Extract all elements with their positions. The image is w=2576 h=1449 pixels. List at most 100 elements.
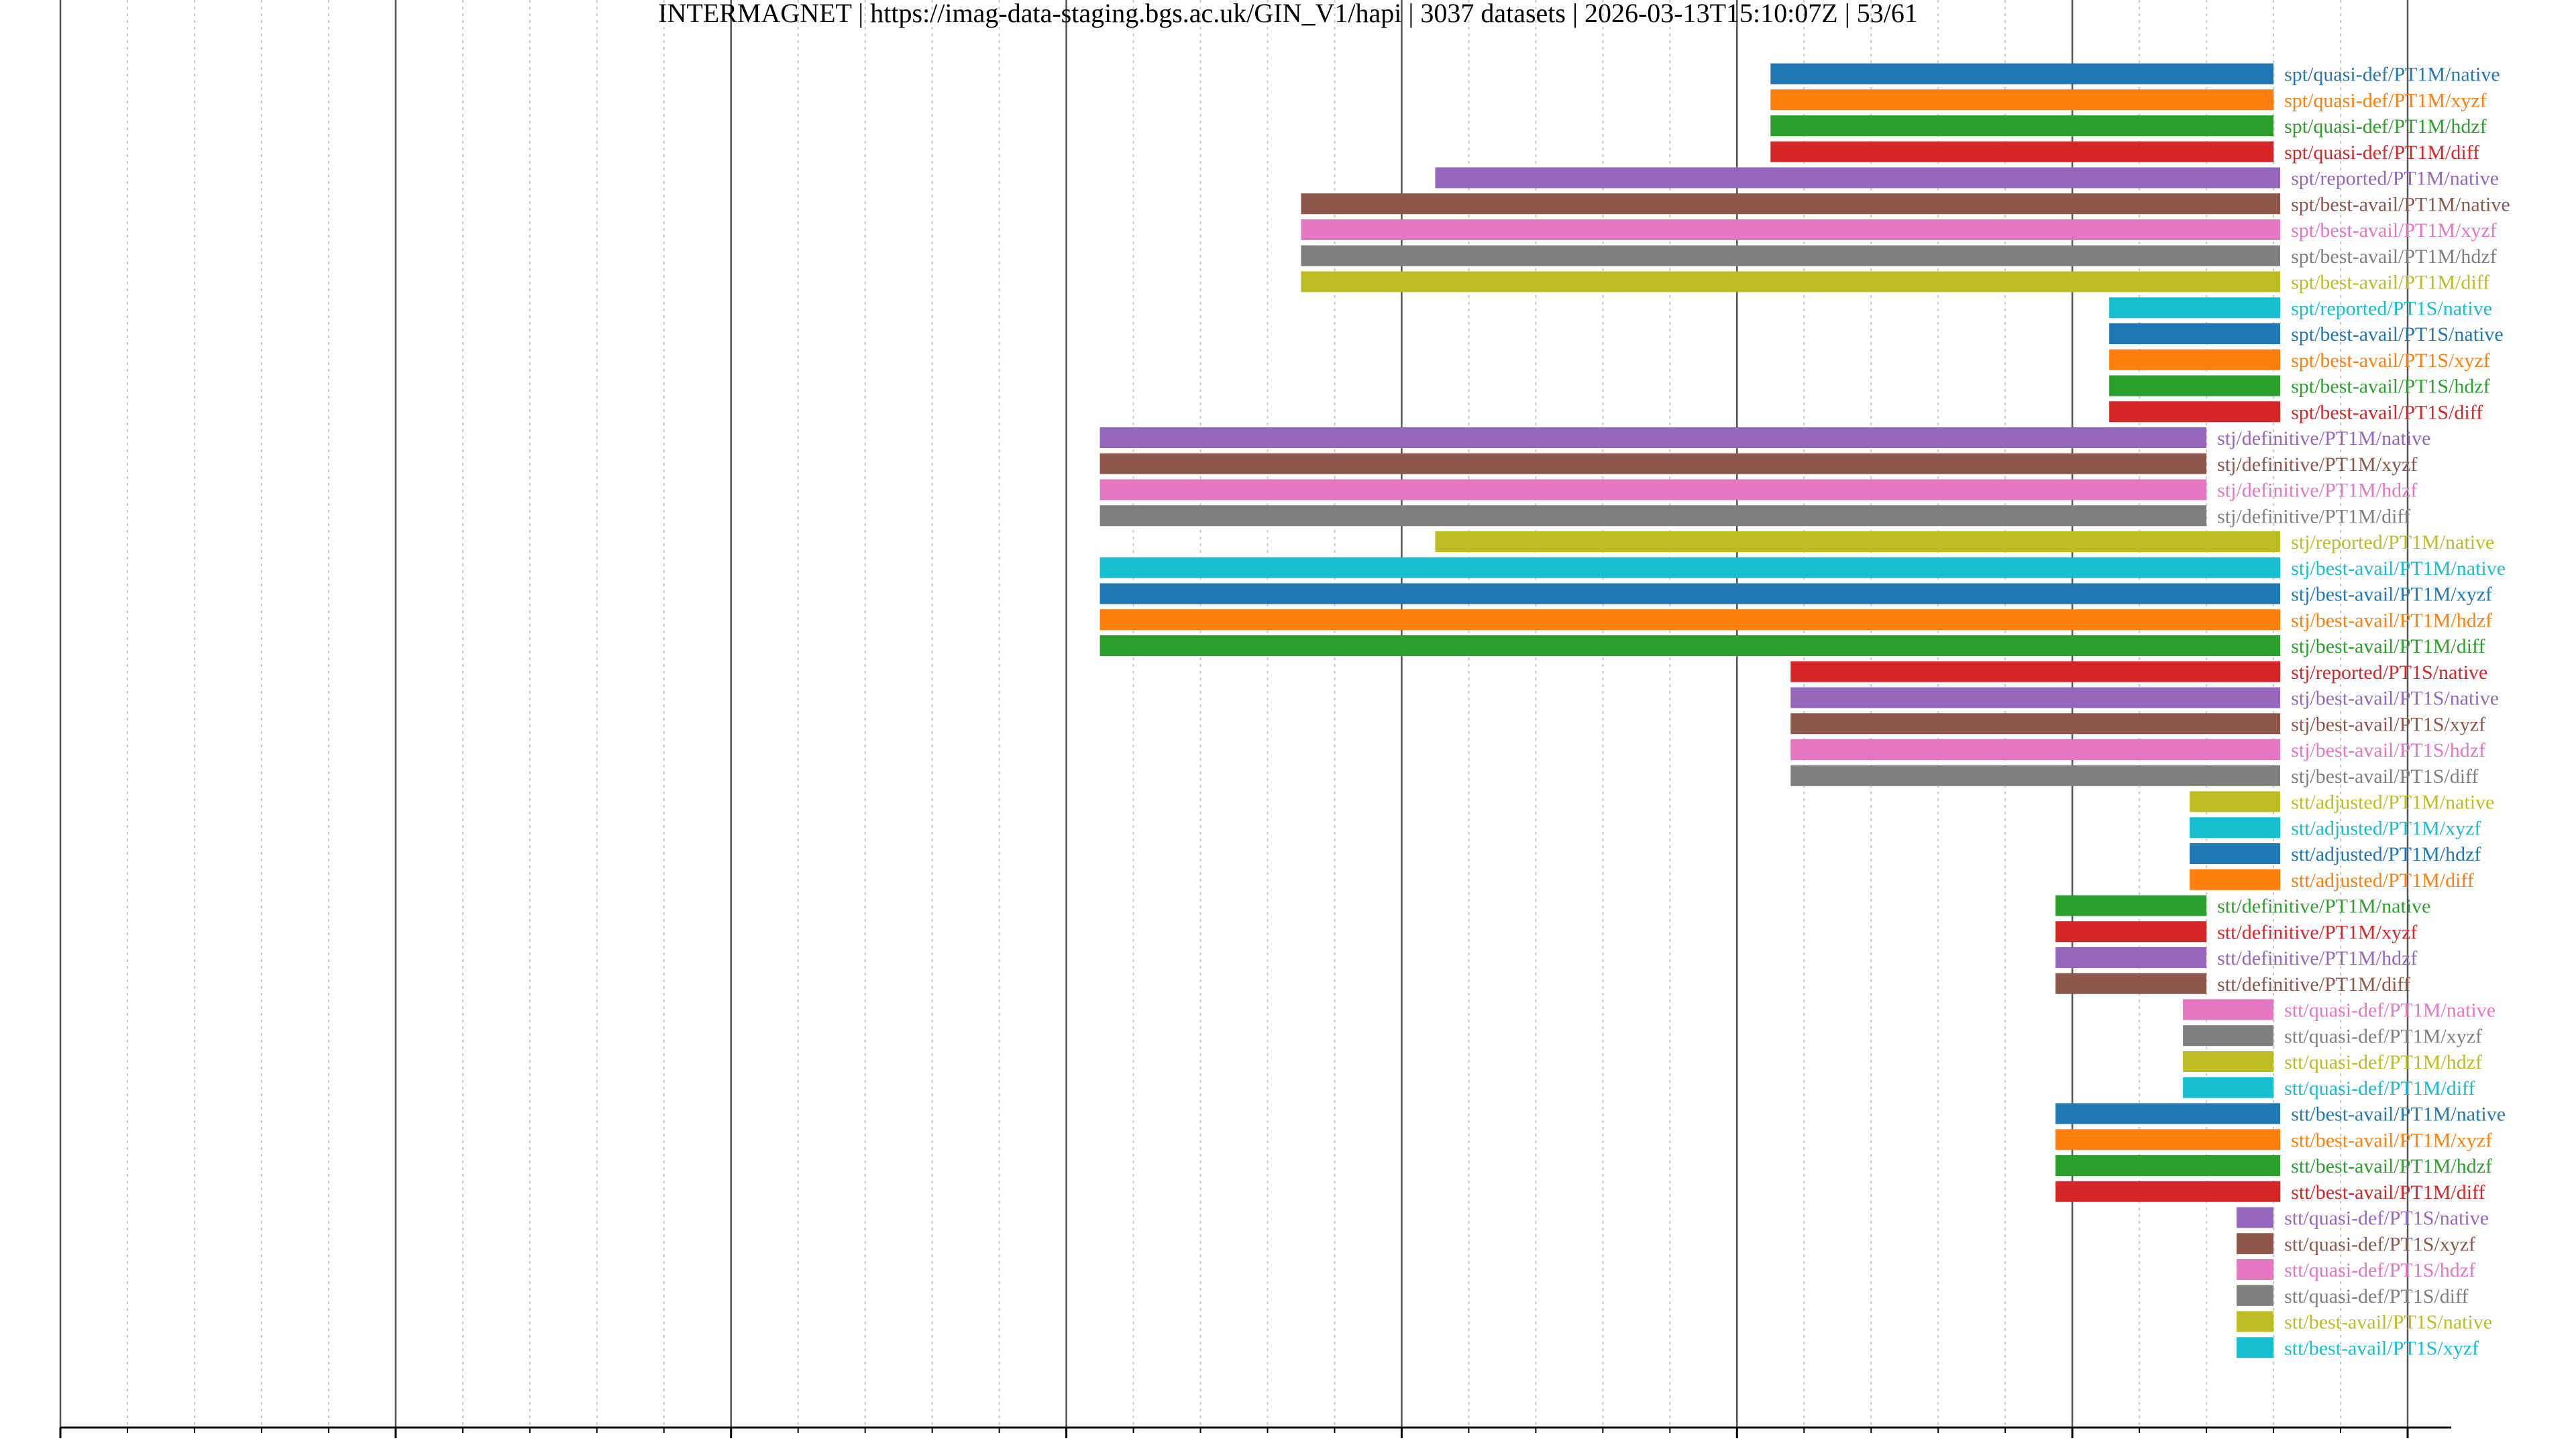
dataset-bar: [2055, 921, 2207, 943]
dataset-bar: [1770, 63, 2274, 85]
dataset-bar: [2237, 1207, 2274, 1228]
dataset-bar: [1790, 713, 2281, 735]
dataset-bar: [2055, 1181, 2281, 1202]
x-tick-label: 2030: [2382, 1444, 2433, 1449]
dataset-label: stj/best-avail/PT1M/diff: [2291, 635, 2485, 657]
dataset-label: stj/best-avail/PT1M/xyzf: [2291, 584, 2492, 606]
dataset-bar: [2237, 1311, 2274, 1332]
dataset-label: stj/definitive/PT1M/hdzf: [2217, 480, 2417, 502]
dataset-bar: [2109, 375, 2281, 396]
dataset-bar: [2190, 817, 2281, 839]
dataset-label: stt/quasi-def/PT1S/xyzf: [2284, 1233, 2475, 1255]
x-tick-label: 1970: [370, 1444, 421, 1449]
dataset-label: stt/definitive/PT1M/hdzf: [2217, 947, 2417, 969]
dataset-label: stt/adjusted/PT1M/native: [2291, 792, 2494, 814]
dataset-bar: [2237, 1285, 2274, 1306]
dataset-bar: [1099, 453, 2207, 474]
dataset-label: spt/best-avail/PT1S/hdzf: [2291, 376, 2490, 398]
dataset-label: stt/definitive/PT1M/diff: [2217, 973, 2410, 996]
dataset-label: stt/quasi-def/PT1S/diff: [2284, 1285, 2468, 1307]
x-tick-label: 1990: [1041, 1444, 1092, 1449]
dataset-bar: [2109, 323, 2281, 344]
x-axis: 1960 1970 1980 1990 2000 2010 2020 2030: [35, 1426, 2451, 1449]
dataset-label: stt/best-avail/PT1S/native: [2284, 1311, 2492, 1334]
dataset-label: stt/best-avail/PT1M/xyzf: [2291, 1129, 2492, 1151]
dataset-label: spt/quasi-def/PT1M/hdzf: [2284, 115, 2487, 138]
dataset-label: stt/adjusted/PT1M/diff: [2291, 869, 2474, 892]
dataset-bar: [2190, 843, 2281, 864]
dataset-label: stt/adjusted/PT1M/xyzf: [2291, 817, 2481, 839]
dataset-label: spt/reported/PT1M/native: [2291, 168, 2499, 190]
x-tick-label: 1960: [35, 1444, 86, 1449]
dataset-label: stj/best-avail/PT1S/xyzf: [2291, 713, 2485, 735]
dataset-bar: [1770, 115, 2274, 136]
dataset-label: spt/quasi-def/PT1M/xyzf: [2284, 89, 2487, 111]
dataset-label: stt/quasi-def/PT1M/hdzf: [2284, 1051, 2482, 1073]
dataset-bar: [2109, 401, 2281, 423]
dataset-bar: [2055, 947, 2207, 968]
dataset-bar: [2109, 297, 2281, 319]
dataset-label: stj/reported/PT1M/native: [2291, 531, 2494, 553]
dataset-bar: [1099, 583, 2281, 604]
dataset-bar: [1301, 245, 2281, 266]
dataset-bar: [2237, 1337, 2274, 1358]
dataset-label: stt/quasi-def/PT1M/diff: [2284, 1077, 2475, 1099]
dataset-label: spt/best-avail/PT1S/xyzf: [2291, 350, 2490, 372]
dataset-bar: [2237, 1259, 2274, 1280]
dataset-label: stj/best-avail/PT1S/hdzf: [2291, 739, 2485, 761]
dataset-label: stj/definitive/PT1M/native: [2217, 427, 2430, 449]
dataset-label: stj/definitive/PT1M/diff: [2217, 505, 2410, 527]
dataset-label: stt/definitive/PT1M/xyzf: [2217, 921, 2417, 943]
dataset-label: stj/best-avail/PT1S/diff: [2291, 765, 2478, 788]
dataset-bar: [2183, 999, 2274, 1020]
dataset-label: stt/best-avail/PT1M/hdzf: [2291, 1155, 2492, 1177]
dataset-bar: [2055, 895, 2207, 916]
dataset-bar: [2183, 1077, 2274, 1098]
dataset-bar: [1099, 427, 2207, 448]
dataset-bar: [1435, 167, 2281, 189]
dataset-label: spt/quasi-def/PT1M/diff: [2284, 142, 2479, 164]
dataset-label: spt/best-avail/PT1M/xyzf: [2291, 219, 2497, 241]
x-tick-label: 2020: [2047, 1444, 2098, 1449]
dataset-label: stt/definitive/PT1M/native: [2217, 896, 2430, 918]
dataset-label: stt/quasi-def/PT1S/native: [2284, 1208, 2489, 1230]
dataset-bar: [2190, 791, 2281, 812]
dataset-label: stt/quasi-def/PT1M/xyzf: [2284, 1025, 2482, 1047]
x-tick-label: 2000: [1376, 1444, 1427, 1449]
dataset-bar: [1770, 89, 2274, 111]
dataset-label: stj/best-avail/PT1S/native: [2291, 688, 2499, 710]
dataset-bar: [1301, 271, 2281, 292]
dataset-label: spt/best-avail/PT1M/diff: [2291, 272, 2489, 294]
dataset-label: stj/reported/PT1S/native: [2291, 661, 2487, 684]
dataset-bar: [1099, 609, 2281, 631]
dataset-label: stt/quasi-def/PT1M/native: [2284, 1000, 2496, 1022]
x-tick-label: 2010: [1711, 1444, 1762, 1449]
dataset-bar: [1099, 557, 2281, 578]
dataset-label: spt/reported/PT1S/native: [2291, 297, 2492, 319]
dataset-bar: [1790, 687, 2281, 708]
dataset-label: stj/best-avail/PT1M/hdzf: [2291, 609, 2492, 631]
dataset-bar: [1790, 661, 2281, 682]
dataset-label: stt/quasi-def/PT1S/hdzf: [2284, 1259, 2475, 1281]
dataset-label: stj/best-avail/PT1M/native: [2291, 557, 2506, 580]
dataset-bar: [1099, 635, 2281, 656]
dataset-label: spt/best-avail/PT1M/native: [2291, 193, 2510, 215]
dataset-bar: [1099, 505, 2207, 527]
dataset-bar: [1099, 479, 2207, 500]
dataset-label: spt/best-avail/PT1S/diff: [2291, 401, 2483, 423]
x-tick-label: 1980: [706, 1444, 757, 1449]
dataset-bar: [1435, 531, 2281, 552]
dataset-label: spt/best-avail/PT1S/native: [2291, 323, 2504, 345]
dataset-bar: [2055, 973, 2207, 994]
dataset-bar: [2109, 349, 2281, 370]
chart-title: INTERMAGNET | https://imag-data-staging.…: [658, 0, 1918, 28]
dataset-label: stj/definitive/PT1M/xyzf: [2217, 453, 2417, 476]
dataset-label: spt/best-avail/PT1M/hdzf: [2291, 246, 2497, 268]
dataset-label: stt/best-avail/PT1M/native: [2291, 1104, 2506, 1126]
dataset-bars: [1099, 63, 2281, 1358]
dataset-bar: [2183, 1051, 2274, 1072]
dataset-label: stt/best-avail/PT1M/diff: [2291, 1181, 2485, 1203]
dataset-bar: [2055, 1103, 2281, 1124]
dataset-bar: [1790, 739, 2281, 760]
